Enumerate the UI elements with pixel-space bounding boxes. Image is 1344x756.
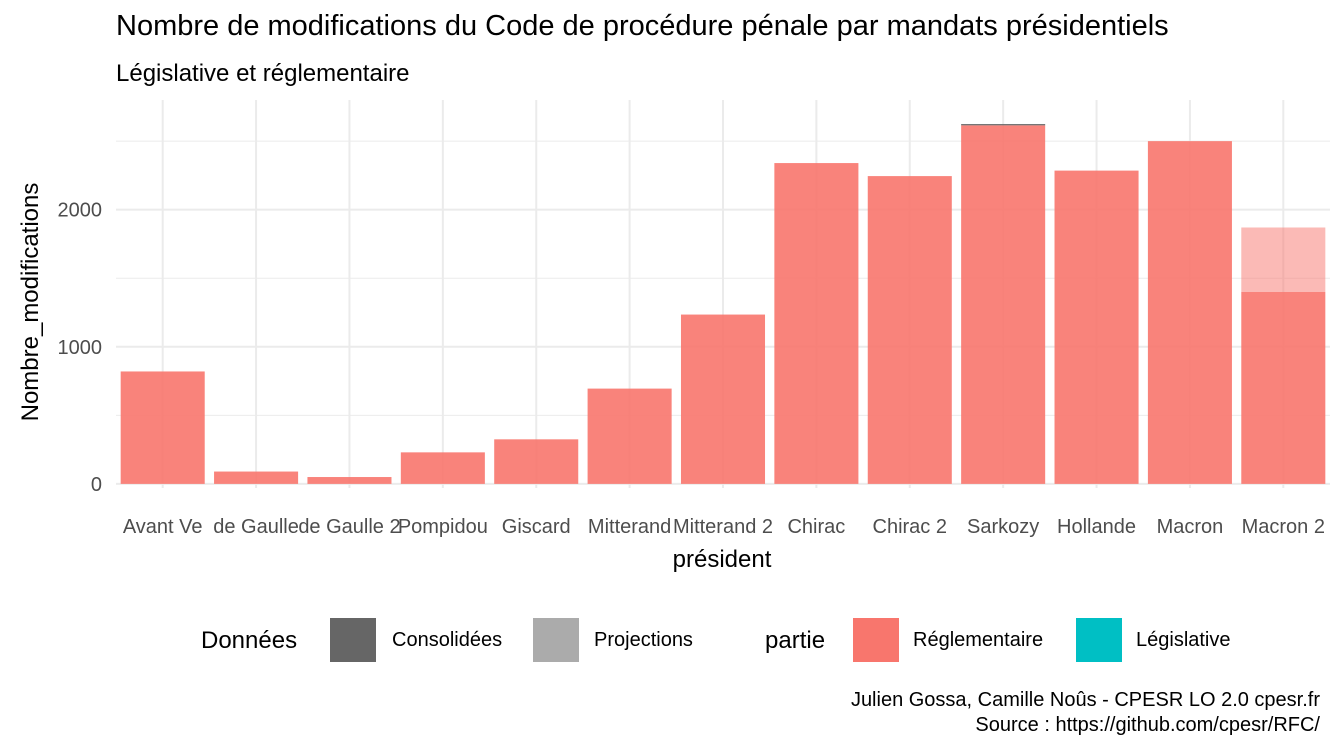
bar-mitterand-0 [587, 388, 672, 484]
legend-label-reglementaire: Réglementaire [913, 629, 1044, 651]
legend-label-consolidees: Consolidées [392, 629, 503, 651]
bar-mitterand-2-0 [680, 314, 766, 484]
legend-label-legislative: Législative [1136, 629, 1231, 651]
bar-chart: 0 1000 2000 Avant Ve de Gaulle de Gaulle 2Po… [17, 100, 1330, 573]
legend-title-partie: partie [765, 627, 826, 654]
caption: Julien Gossa, Camille Noûs - CPESR LO 2.… [851, 688, 1320, 738]
y-tick-label: 2000 [58, 200, 103, 222]
y-axis-ticks: 0 1000 2000 [58, 200, 103, 496]
x-tick-label: Macron 2 [1242, 516, 1325, 538]
bar-macron-0 [1147, 141, 1232, 484]
y-tick-label: 0 [91, 474, 102, 496]
bar-pompidou-0 [400, 452, 485, 484]
x-axis-label: président [673, 546, 772, 573]
x-tick-label: Mitterand [588, 516, 671, 538]
legend-label-projections: Projections [594, 629, 693, 651]
legend-key-reglementaire [853, 618, 899, 662]
x-tick-label: Pompidou [398, 516, 488, 538]
bar-sarkozy-0 [961, 125, 1046, 484]
bar-giscard-0 [494, 439, 579, 484]
x-tick-label: Mitterand 2 [673, 516, 773, 538]
x-tick-label: Chirac [787, 516, 845, 538]
caption-source: Source : https://github.com/cpesr/RFC/ [975, 714, 1320, 736]
caption-authors: Julien Gossa, Camille Noûs - CPESR LO 2.… [850, 689, 1320, 711]
x-tick-label: Hollande [1057, 516, 1136, 538]
chart-subtitle: Législative et réglementaire [116, 60, 410, 87]
chart-title: Nombre de modifications du Code de procé… [116, 10, 1169, 42]
legend-key-legislative [1076, 618, 1122, 662]
legend-title-donnees: Données [201, 627, 298, 654]
x-tick-label: de Gaulle [213, 516, 299, 538]
bar-chirac-0 [774, 163, 859, 484]
bar-hollande-0 [1054, 170, 1139, 484]
legend: Données Consolidées Projections partie R… [0, 618, 1344, 666]
bar-sarkozy-1 [961, 123, 1046, 126]
x-tick-label: Macron [1157, 516, 1224, 538]
x-tick-label: de Gaulle 2 [298, 516, 400, 538]
legend-key-projections [533, 618, 579, 662]
bar-de-gaulle-0 [214, 471, 299, 484]
bar-chirac-2-0 [867, 176, 952, 484]
bar-macron-2-2 [1241, 227, 1326, 292]
legend-key-consolidees [330, 618, 376, 662]
x-tick-label: Sarkozy [967, 516, 1039, 538]
x-tick-label: Chirac 2 [873, 516, 947, 538]
x-tick-label: Giscard [502, 516, 571, 538]
bar-macron-2-0 [1241, 291, 1326, 484]
bars [120, 123, 1326, 484]
y-axis-label: Nombre_modifications [17, 183, 44, 422]
bar-avant-ve-0 [120, 371, 205, 484]
x-tick-label: Avant Ve [123, 516, 203, 538]
bar-de-gaulle-2-0 [307, 477, 392, 484]
y-tick-label: 1000 [58, 337, 103, 359]
